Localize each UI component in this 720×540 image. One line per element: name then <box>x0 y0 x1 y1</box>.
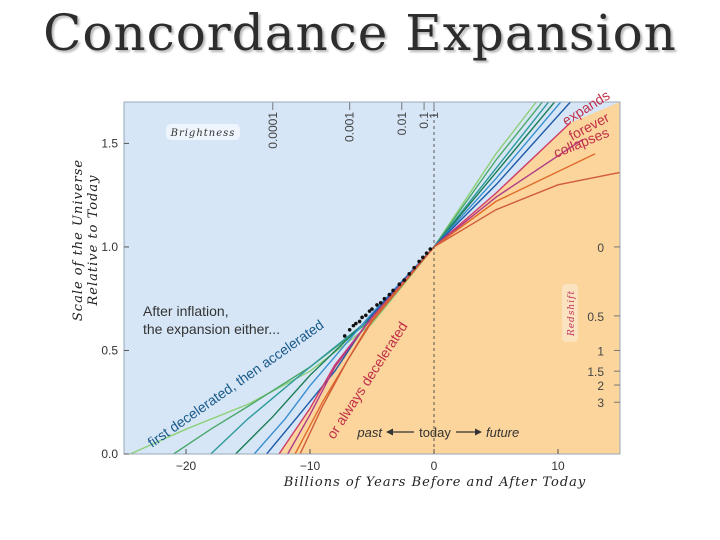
brightness-tick-label: 1 <box>427 112 441 119</box>
redshift-tick-label: 1.5 <box>587 365 604 379</box>
x-tick-label: −20 <box>176 459 197 473</box>
observation-point <box>387 292 392 297</box>
observation-point <box>342 334 347 338</box>
future-region <box>279 102 620 454</box>
plot-frame <box>123 101 621 455</box>
redshift-tick-label: 1 <box>597 344 604 358</box>
y-axis-label-line2: Relative to Today <box>86 174 101 306</box>
brightness-tick-lines <box>272 102 435 110</box>
x-tick-label: 10 <box>551 459 565 473</box>
series-line-2 <box>173 102 544 454</box>
series-line-6 <box>266 102 571 454</box>
observation-point <box>417 259 421 264</box>
observation-point <box>354 321 358 326</box>
redshift-label: Redshift <box>567 290 577 337</box>
observation-point <box>424 251 429 255</box>
inflation-annotation-line2: the expansion either... <box>143 321 280 337</box>
series-line-1 <box>129 102 538 454</box>
observation-point <box>357 319 362 324</box>
redshift-tick-label: 0.5 <box>587 310 604 324</box>
brightness-label-box <box>166 124 240 140</box>
brightness-tick-label: 0.1 <box>417 112 431 129</box>
x-tick-label: 0 <box>431 459 438 473</box>
x-axis: −20 −10 0 10 <box>176 449 565 473</box>
future-annotation: future <box>486 425 519 440</box>
brightness-label: Brightness <box>170 128 236 139</box>
future-arrowhead <box>475 428 482 436</box>
observation-point <box>347 327 352 332</box>
y-tick-label: 0.5 <box>101 343 118 357</box>
today-annotation: today <box>419 425 451 440</box>
brightness-tick-label: 0.001 <box>343 112 357 142</box>
redshift-tick-label: 2 <box>597 379 604 393</box>
series-line-10 <box>299 171 620 454</box>
observation-point <box>382 296 387 301</box>
observation-point <box>402 278 407 282</box>
observation-point <box>364 313 368 318</box>
y-tick-label: 1.0 <box>101 240 118 254</box>
slide-title: Concordance Expansion <box>43 4 677 62</box>
series-line-5 <box>253 102 562 454</box>
observation-point <box>412 265 416 270</box>
redshift-tick-label: 3 <box>597 396 604 410</box>
brightness-tick-label: 0.01 <box>395 112 409 136</box>
observation-point <box>360 315 364 320</box>
x-tick-label: −10 <box>300 459 321 473</box>
observation-point <box>375 303 379 307</box>
series-group <box>129 102 620 454</box>
observation-point <box>370 307 374 311</box>
past-arrowhead <box>386 428 393 436</box>
observation-point <box>351 323 356 328</box>
series-line-9 <box>294 153 596 454</box>
brightness-ticks: 0.0001 0.001 0.01 0.11 <box>266 112 441 149</box>
redshift-ticks: 0 0.5 1 1.52 3 <box>587 241 620 410</box>
observation-point <box>407 272 412 276</box>
observation-point <box>421 255 425 260</box>
observations <box>342 247 433 338</box>
observation-point <box>397 282 402 287</box>
observation-point <box>378 301 383 305</box>
y-tick-label: 1.5 <box>101 136 118 150</box>
redshift-label-box <box>562 284 578 342</box>
observation-point <box>391 288 395 293</box>
series-line-8 <box>287 138 584 454</box>
observation-point <box>428 247 433 251</box>
past-annotation: past <box>356 425 383 440</box>
brightness-tick-label: 0.0001 <box>266 112 280 149</box>
y-tick-label: 0.0 <box>101 447 118 461</box>
observation-point <box>367 309 372 313</box>
y-axis-label-line1: Scale of the Universe <box>71 159 86 321</box>
x-axis-label: Billions of Years Before and After Today <box>283 475 587 490</box>
inflation-annotation-line1: After inflation, <box>143 303 229 319</box>
y-axis: 0.0 0.5 1.0 1.5 <box>101 136 129 461</box>
redshift-tick-label: 0 <box>597 241 604 255</box>
